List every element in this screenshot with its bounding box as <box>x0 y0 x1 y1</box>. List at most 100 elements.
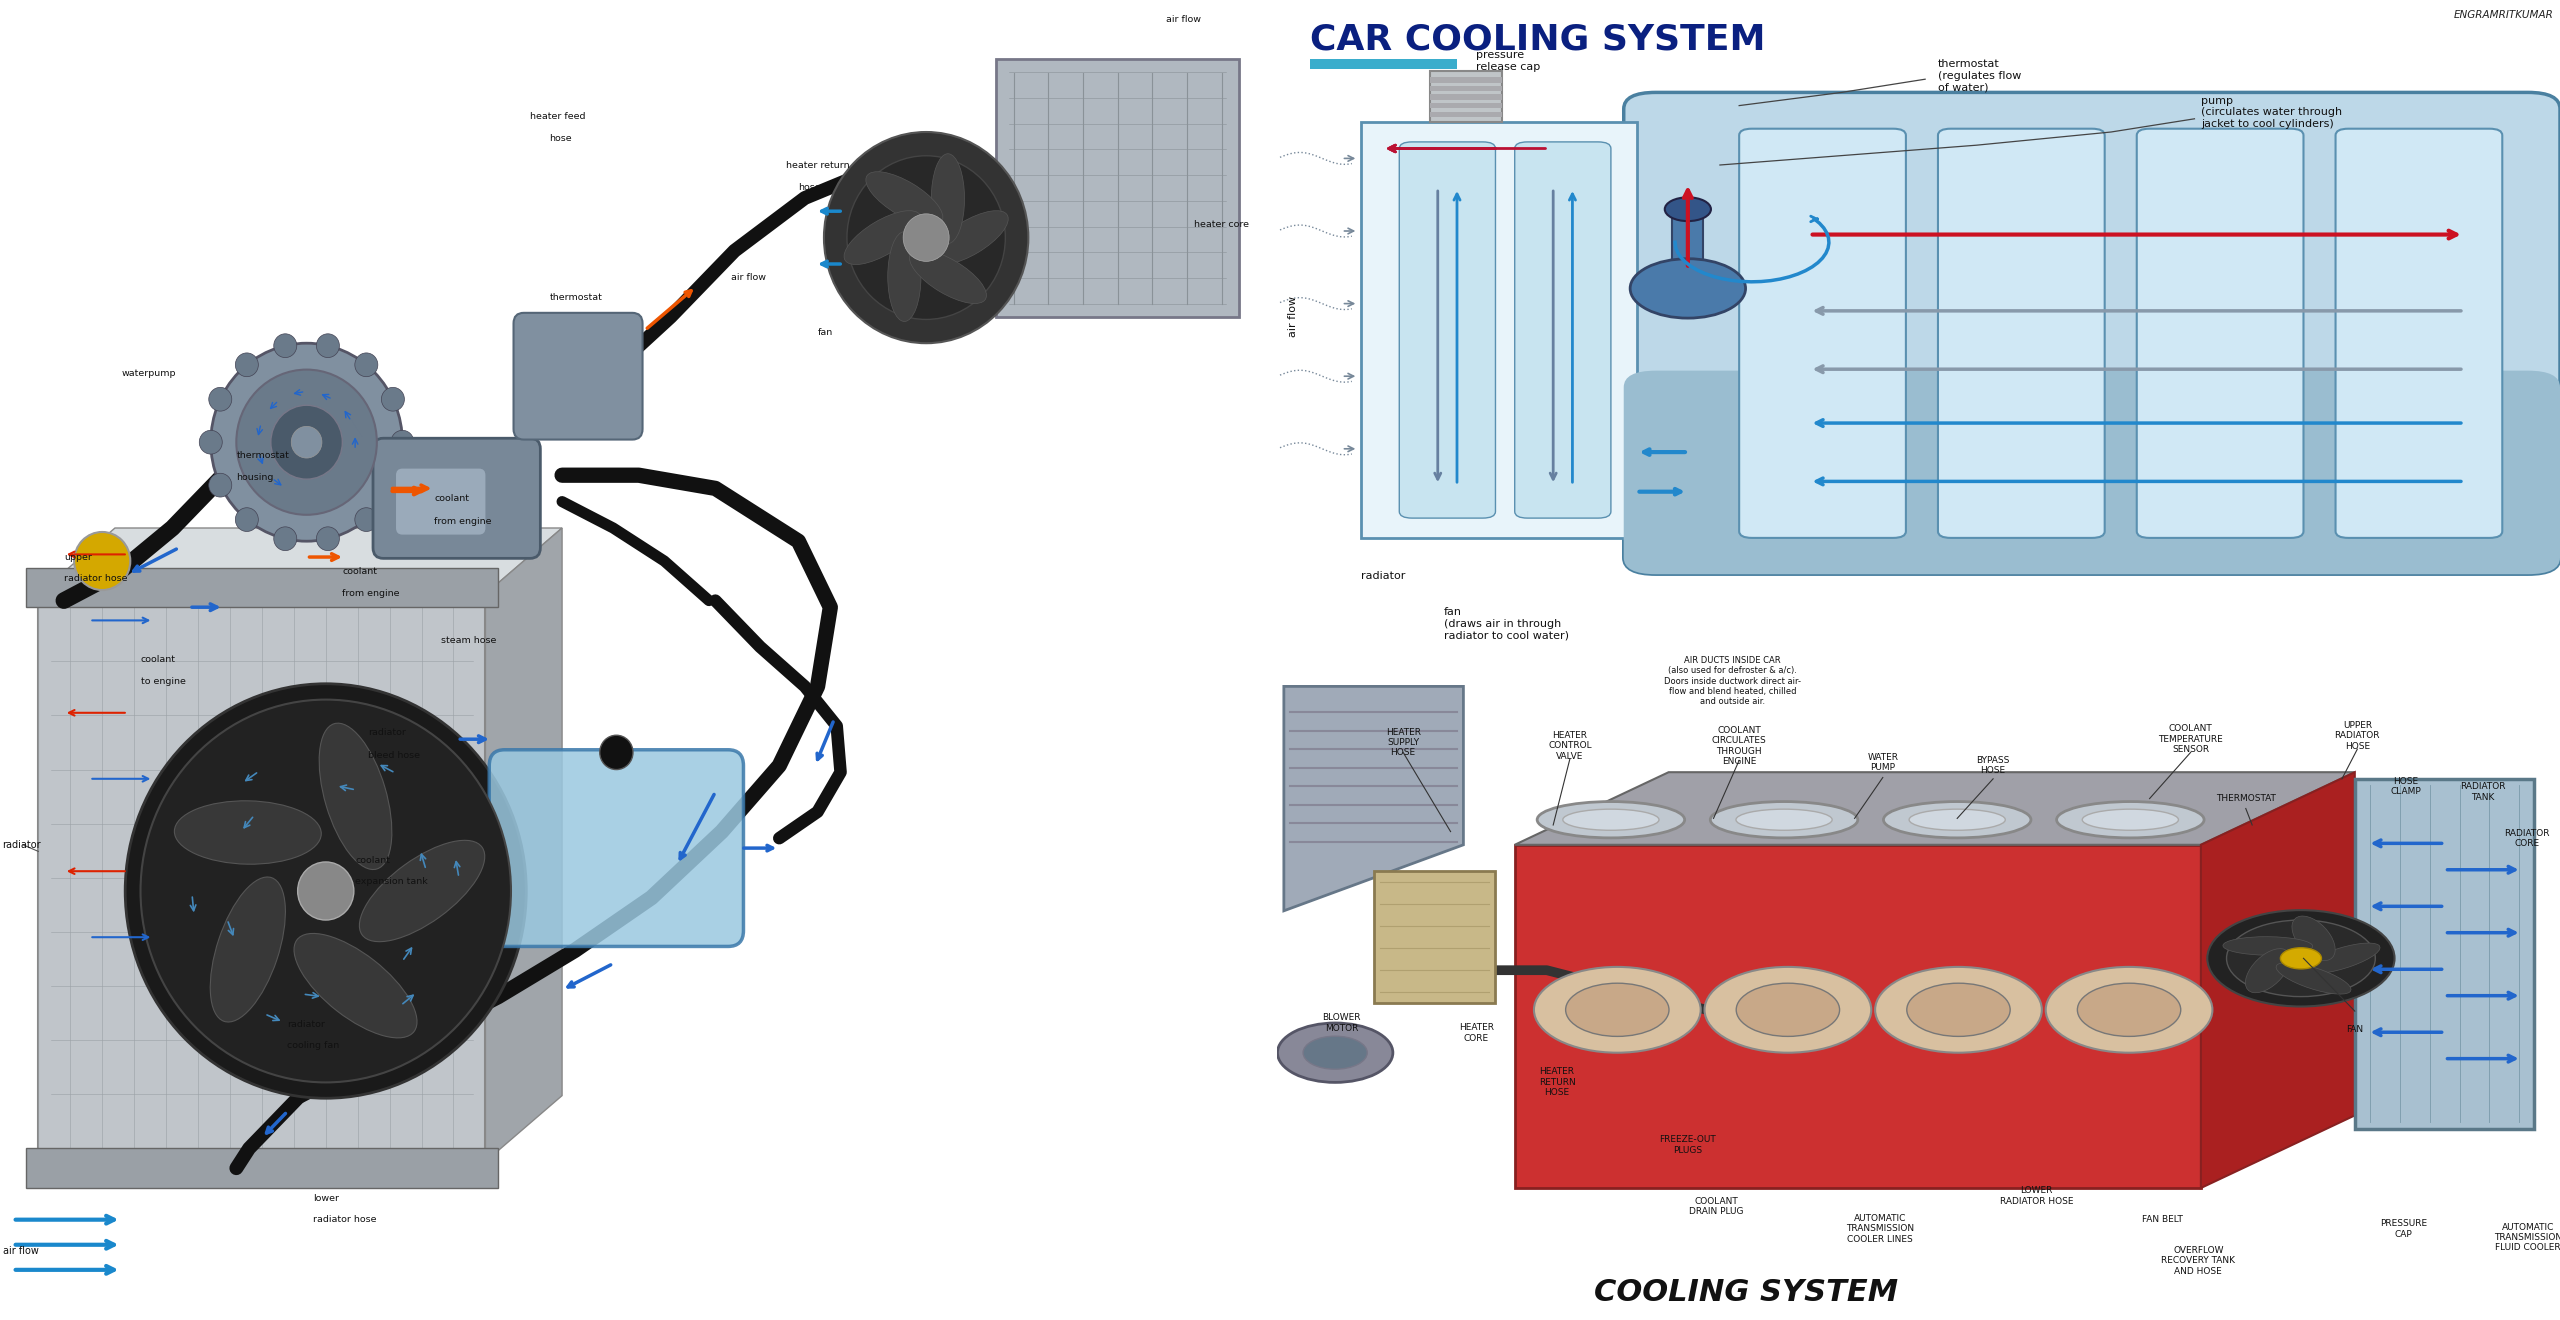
Ellipse shape <box>2276 962 2350 994</box>
Ellipse shape <box>1562 809 1659 830</box>
Bar <box>1428 112 1503 117</box>
Circle shape <box>381 474 404 498</box>
Circle shape <box>236 370 376 515</box>
Bar <box>1428 94 1503 99</box>
Text: COOLANT
DRAIN PLUG: COOLANT DRAIN PLUG <box>1690 1197 1743 1216</box>
Text: expansion tank: expansion tank <box>356 878 428 886</box>
Circle shape <box>392 430 415 454</box>
Text: coolant: coolant <box>343 568 376 576</box>
Bar <box>1428 103 1503 108</box>
Ellipse shape <box>845 211 922 264</box>
Text: HEATER
SUPPLY
HOSE: HEATER SUPPLY HOSE <box>1385 727 1421 758</box>
Polygon shape <box>486 528 563 1162</box>
Text: fan
(draws air in through
radiator to cool water): fan (draws air in through radiator to co… <box>1444 607 1569 640</box>
Circle shape <box>1705 966 1871 1053</box>
Text: radiator hose: radiator hose <box>312 1216 376 1224</box>
Circle shape <box>297 862 353 920</box>
Ellipse shape <box>320 723 392 870</box>
Ellipse shape <box>2245 949 2291 993</box>
Ellipse shape <box>932 211 1009 264</box>
Text: heater core: heater core <box>1196 220 1249 228</box>
Circle shape <box>271 405 343 479</box>
Text: pressure
release cap: pressure release cap <box>1477 50 1541 71</box>
Text: lower: lower <box>312 1195 338 1203</box>
Ellipse shape <box>1536 801 1684 838</box>
Circle shape <box>599 735 632 770</box>
Circle shape <box>1664 197 1710 222</box>
FancyBboxPatch shape <box>1623 371 2560 574</box>
Bar <box>26 568 499 607</box>
Text: ENGRAMRITKUMAR: ENGRAMRITKUMAR <box>2452 9 2552 20</box>
Ellipse shape <box>1910 809 2004 830</box>
Text: COOLING SYSTEM: COOLING SYSTEM <box>1592 1278 1897 1307</box>
Bar <box>996 59 1239 317</box>
Text: AIR DUCTS INSIDE CAR
(also used for defroster & a/c).
Doors inside ductwork dire: AIR DUCTS INSIDE CAR (also used for defr… <box>1664 656 1802 706</box>
Ellipse shape <box>1884 801 2030 838</box>
Circle shape <box>2227 920 2376 997</box>
Circle shape <box>200 430 223 454</box>
Bar <box>26 1148 499 1188</box>
Circle shape <box>292 426 323 458</box>
Circle shape <box>210 343 402 541</box>
Text: coolant: coolant <box>356 857 389 865</box>
Circle shape <box>274 334 297 358</box>
Text: coolant: coolant <box>435 495 468 503</box>
Text: radiator hose: radiator hose <box>64 574 128 582</box>
Circle shape <box>236 508 259 532</box>
Text: HOSE
CLAMP: HOSE CLAMP <box>2391 777 2422 796</box>
Text: heater return: heater return <box>786 161 850 169</box>
Text: COOLANT
CIRCULATES
THROUGH
ENGINE: COOLANT CIRCULATES THROUGH ENGINE <box>1713 726 1766 766</box>
Text: hose: hose <box>550 135 571 143</box>
FancyBboxPatch shape <box>2335 129 2501 539</box>
Circle shape <box>1533 966 1700 1053</box>
Text: radiator: radiator <box>3 840 41 850</box>
Circle shape <box>2207 911 2394 1006</box>
Text: upper: upper <box>64 553 92 561</box>
Text: to engine: to engine <box>141 677 184 685</box>
Text: RADIATOR
CORE: RADIATOR CORE <box>2504 829 2550 847</box>
Text: heater feed: heater feed <box>530 112 586 120</box>
Polygon shape <box>38 528 563 594</box>
Text: thermostat
(regulates flow
of water): thermostat (regulates flow of water) <box>1938 59 2022 92</box>
Circle shape <box>274 527 297 550</box>
Ellipse shape <box>2081 809 2179 830</box>
Text: radiator: radiator <box>369 729 407 737</box>
Polygon shape <box>2202 772 2355 1188</box>
Circle shape <box>1874 966 2043 1053</box>
Text: FAN: FAN <box>2345 1026 2363 1034</box>
FancyBboxPatch shape <box>1400 143 1495 519</box>
Ellipse shape <box>932 153 965 243</box>
Ellipse shape <box>2291 916 2335 961</box>
Polygon shape <box>1285 686 1464 911</box>
Text: AUTOMATIC
TRANSMISSION
FLUID COOLER: AUTOMATIC TRANSMISSION FLUID COOLER <box>2493 1222 2560 1253</box>
Bar <box>1428 77 1503 82</box>
Circle shape <box>904 214 950 261</box>
Text: PRESSURE
CAP: PRESSURE CAP <box>2381 1220 2427 1238</box>
Text: LOWER
RADIATOR HOSE: LOWER RADIATOR HOSE <box>1999 1187 2074 1205</box>
Ellipse shape <box>294 933 417 1038</box>
Circle shape <box>381 387 404 411</box>
Text: hose: hose <box>799 183 822 191</box>
Circle shape <box>1567 983 1669 1036</box>
Ellipse shape <box>1736 809 1833 830</box>
Ellipse shape <box>210 876 284 1022</box>
Ellipse shape <box>888 232 922 322</box>
Circle shape <box>1277 1023 1393 1082</box>
Circle shape <box>317 527 340 550</box>
Circle shape <box>125 684 527 1098</box>
Circle shape <box>236 352 259 376</box>
Circle shape <box>317 334 340 358</box>
Circle shape <box>847 156 1006 319</box>
Text: housing: housing <box>236 474 274 482</box>
Text: coolant: coolant <box>141 656 177 664</box>
Ellipse shape <box>2222 937 2312 956</box>
Bar <box>1375 871 1495 1003</box>
Ellipse shape <box>358 841 484 941</box>
Polygon shape <box>1516 772 2355 845</box>
Polygon shape <box>38 594 486 1162</box>
Circle shape <box>356 352 379 376</box>
Circle shape <box>824 132 1029 343</box>
FancyBboxPatch shape <box>515 313 643 440</box>
Text: UPPER
RADIATOR
HOSE: UPPER RADIATOR HOSE <box>2335 721 2381 751</box>
Text: THERMOSTAT: THERMOSTAT <box>2217 795 2276 803</box>
